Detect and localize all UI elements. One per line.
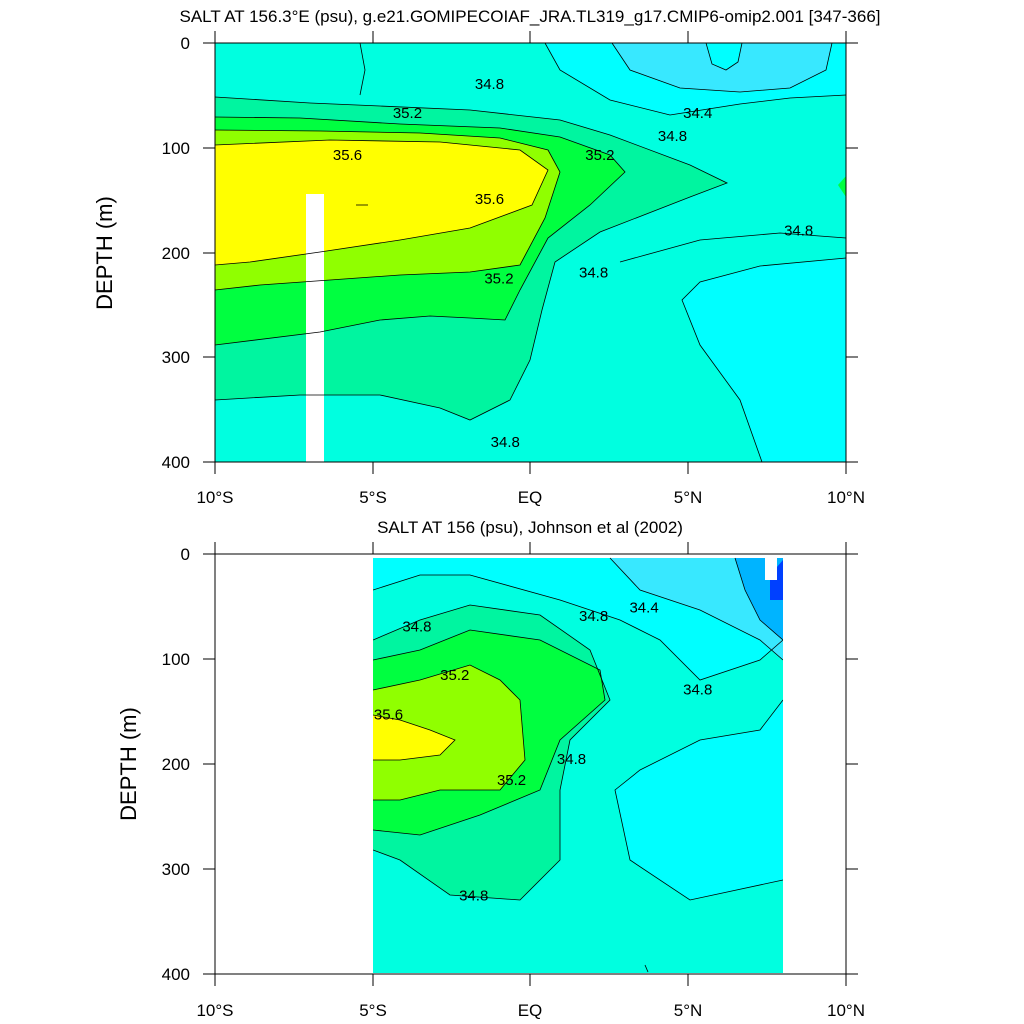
contour-field [373, 557, 783, 973]
x-tick-label: 10°S [196, 1001, 233, 1020]
x-tick-label: 5°N [674, 1001, 703, 1020]
y-tick-label: 300 [162, 348, 190, 367]
y-tick-label: 100 [162, 139, 190, 158]
contour-lines [373, 557, 783, 973]
x-ticks [214, 542, 847, 986]
y-tick-label: 0 [181, 34, 190, 53]
contour-field [215, 43, 846, 462]
contour-labels: 34.8 34.4 34.8 35.2 35.2 35.6 35.6 34.8 35.2 34.8… [333, 76, 813, 451]
x-ticks [214, 31, 847, 474]
x-axis: 10°S 5°S EQ 5°N 10°N [196, 31, 865, 507]
y-tick-label: 400 [162, 453, 190, 472]
x-tick-label: EQ [518, 488, 543, 507]
contour-label: 35.6 [475, 191, 504, 208]
contour-label: 34.8 [579, 608, 608, 625]
contour-labels: 34.8 34.4 34.8 35.2 35.6 34.8 35.2 34.8 34.8 [374, 600, 712, 905]
contour-label: 35.2 [440, 667, 469, 684]
contour-label: 34.8 [579, 264, 608, 281]
contour-label: 35.2 [484, 271, 513, 288]
contour-lines [215, 43, 846, 462]
y-ticks [203, 42, 858, 463]
contour-label: 34.8 [402, 618, 431, 635]
band-34-2 [706, 43, 742, 70]
contour-label: 35.2 [497, 772, 526, 789]
x-tick-label: EQ [518, 1001, 543, 1020]
panel-observed: SALT AT 156 (psu), Johnson et al (2002) [116, 518, 865, 1020]
contour-label: 35.6 [333, 147, 362, 164]
x-tick-label: 10°N [827, 488, 865, 507]
missing-data-cell [765, 558, 777, 580]
panel-title: SALT AT 156 (psu), Johnson et al (2002) [377, 518, 683, 537]
band-34-4 [610, 558, 783, 660]
x-axis: 10°S 5°S EQ 5°N 10°N [196, 542, 865, 1020]
y-tick-label: 300 [162, 860, 190, 879]
band-35-6 [373, 715, 455, 760]
band-35-0-east [838, 176, 846, 197]
band-35-4 [373, 665, 525, 800]
panel-model: SALT AT 156.3°E (psu), g.e21.GOMIPECOIAF… [92, 7, 881, 507]
contour-label: 35.6 [374, 707, 403, 724]
y-ticks [203, 553, 858, 975]
y-axis: 0 100 200 300 400 DEPTH (m) [116, 545, 858, 984]
y-tick-label: 200 [162, 755, 190, 774]
x-tick-label: 5°N [674, 488, 703, 507]
contour-label: 34.8 [557, 751, 586, 768]
x-tick-label: 10°N [827, 1001, 865, 1020]
contour-label: 34.8 [784, 223, 813, 240]
band-34-6-deep [682, 258, 846, 462]
x-tick-label: 5°S [359, 488, 387, 507]
missing-data-strip [306, 194, 324, 462]
x-tick-label: 5°S [359, 1001, 387, 1020]
band-35-6-upper [215, 140, 548, 265]
y-axis-label: DEPTH (m) [116, 707, 141, 821]
x-tick-label: 10°S [196, 488, 233, 507]
y-tick-label: 400 [162, 965, 190, 984]
contour-label: 34.8 [491, 434, 520, 451]
contour-label: 34.4 [629, 600, 658, 617]
contour-label: 35.2 [585, 147, 614, 164]
contour-label: 34.8 [475, 76, 504, 93]
band-34-6-deep [615, 700, 783, 900]
y-tick-label: 200 [162, 244, 190, 263]
y-tick-label: 100 [162, 650, 190, 669]
y-axis: 0 100 200 300 400 DEPTH (m) [92, 34, 858, 472]
y-axis-label: DEPTH (m) [92, 196, 117, 310]
contour-label: 34.8 [459, 887, 488, 904]
contour-label: 35.2 [393, 105, 422, 122]
contour-label: 34.4 [683, 105, 712, 122]
contour-label: 34.8 [658, 128, 687, 145]
panel-title: SALT AT 156.3°E (psu), g.e21.GOMIPECOIAF… [179, 7, 880, 26]
y-tick-label: 0 [181, 545, 190, 564]
contour-label: 34.8 [683, 681, 712, 698]
